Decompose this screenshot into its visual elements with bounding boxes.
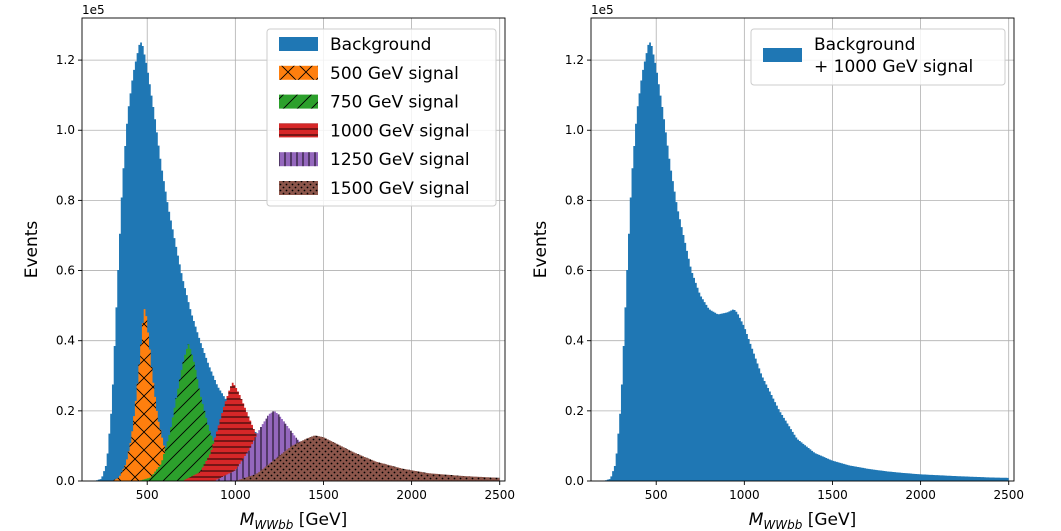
x-axis-label-sub: WWbb <box>763 518 802 531</box>
legend-label-line: Background <box>330 35 431 55</box>
y-tick-label: 1.2 <box>56 53 75 67</box>
legend-label: 500 GeV signal <box>330 64 459 84</box>
x-tick-label: 2500 <box>993 488 1024 502</box>
legend-box <box>266 28 497 207</box>
y-axis-label: Events <box>531 221 551 279</box>
x-axis-label-main: M <box>240 510 255 530</box>
series-background-1000-gev-signal <box>603 42 1009 482</box>
x-axis-label: MWWbb [GeV] <box>749 510 857 531</box>
legend-label-line: 500 GeV signal <box>330 64 459 84</box>
legend-label: 750 GeV signal <box>330 93 459 113</box>
y-scale-label: 1e5 <box>591 3 614 17</box>
x-tick-label: 1500 <box>308 488 339 502</box>
legend-swatch <box>279 37 318 51</box>
legend-swatch <box>763 48 802 62</box>
legend-label-line: 1000 GeV signal <box>330 121 470 141</box>
y-axis-label: Events <box>22 221 42 279</box>
y-scale-label: 1e5 <box>82 3 105 17</box>
legend-label: 1000 GeV signal <box>330 121 470 141</box>
x-tick-label: 1500 <box>817 488 848 502</box>
x-tick-label: 2000 <box>905 488 936 502</box>
legend-label-line: Background <box>814 35 915 55</box>
x-tick-label: 500 <box>645 488 668 502</box>
x-tick-label: 500 <box>136 488 159 502</box>
legend-label-line: 1250 GeV signal <box>330 150 470 170</box>
x-axis-label: MWWbb [GeV] <box>240 510 348 531</box>
legend-label-line: 750 GeV signal <box>330 93 459 113</box>
series-500-gev-signal-hatch <box>94 309 500 481</box>
legend: Background + 1000 GeV signal <box>750 28 1006 86</box>
chart-right: 500 1000 1500 2000 2500 0.0 0.2 0.4 0.6 0.8 1.0 1.2… <box>531 3 1024 531</box>
x-axis-label-unit: [GeV] <box>293 510 347 530</box>
x-axis-label-sub: WWbb <box>254 518 293 531</box>
legend-swatch-hatch <box>279 181 318 195</box>
chart-left: 500 1000 1500 2000 2500 0.0 0.2 0.4 0.6 0.8 1.0 1.2… <box>22 3 515 531</box>
legend-label: Background <box>330 35 431 55</box>
y-tick-label: 0.6 <box>56 264 75 278</box>
legend-swatch-hatch <box>279 94 318 109</box>
x-tick-label: 2500 <box>484 488 515 502</box>
legend-label: 1500 GeV signal <box>330 179 470 199</box>
axes-frame <box>81 17 506 482</box>
legend-label: 1250 GeV signal <box>330 150 470 170</box>
x-tick-label: 1000 <box>729 488 760 502</box>
y-tick-label: 0.8 <box>565 193 584 207</box>
axes-frame <box>590 17 1015 482</box>
legend-label-line: + 1000 GeV signal <box>814 57 973 77</box>
legend-swatch-hatch <box>279 152 318 167</box>
y-tick-label: 0.8 <box>56 193 75 207</box>
y-tick-label: 1.0 <box>56 123 75 137</box>
y-tick-label: 0.4 <box>565 334 584 348</box>
y-tick-label: 0.2 <box>56 404 75 418</box>
series-750-gev-signal-hatch <box>94 344 500 481</box>
y-tick-label: 0.0 <box>565 474 584 488</box>
legend: Background 500 GeV signal 750 GeV signal 10… <box>266 28 497 207</box>
legend-label: Background + 1000 GeV signal <box>814 35 973 77</box>
y-tick-label: 1.0 <box>565 123 584 137</box>
y-tick-label: 1.2 <box>565 53 584 67</box>
x-axis-label-unit: [GeV] <box>802 510 856 530</box>
y-tick-label: 0.2 <box>565 404 584 418</box>
y-tick-label: 0.6 <box>565 264 584 278</box>
legend-box <box>750 28 1006 86</box>
legend-swatch-hatch <box>279 65 318 80</box>
legend-label-line: 1500 GeV signal <box>330 179 470 199</box>
x-tick-label: 2000 <box>396 488 427 502</box>
series-1500-gev-signal-hatch <box>94 435 500 481</box>
x-tick-label: 1000 <box>220 488 251 502</box>
y-tick-label: 0.0 <box>56 474 75 488</box>
x-axis-label-main: M <box>749 510 764 530</box>
legend-swatch-hatch <box>279 123 318 138</box>
y-tick-label: 0.4 <box>56 334 75 348</box>
